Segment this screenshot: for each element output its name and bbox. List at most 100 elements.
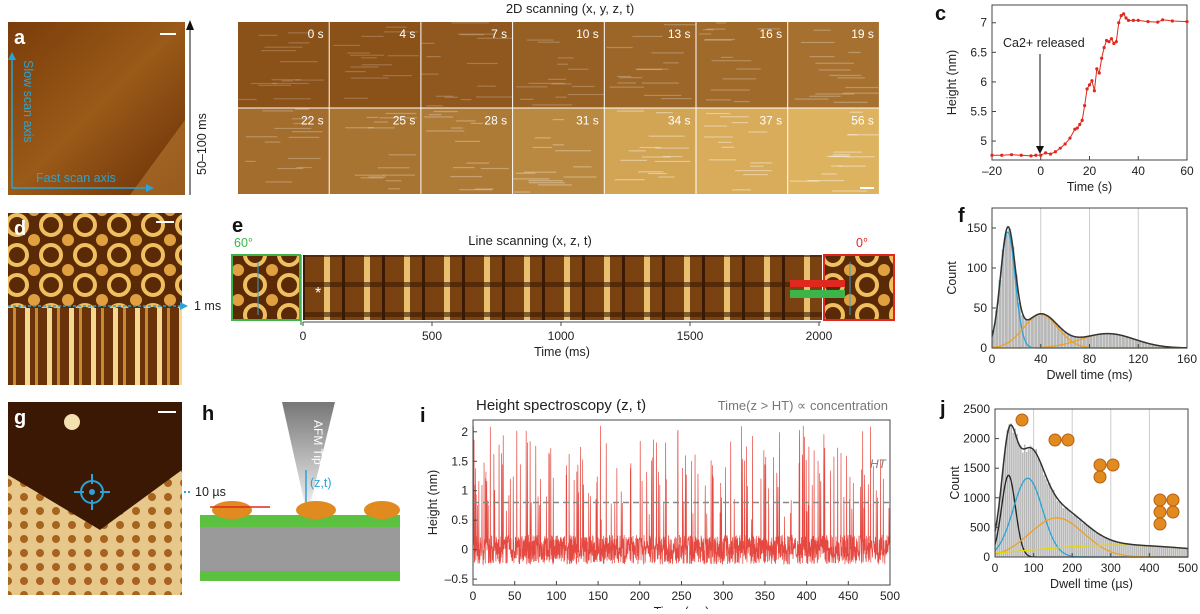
y-tick-label: 500 [970,520,990,534]
frame-time-arrowhead [186,20,194,30]
data-point [1090,79,1093,82]
data-point [1100,57,1103,60]
histogram-bar [1026,452,1028,557]
frame-streak [734,101,750,102]
complex-icon [1094,459,1106,471]
data-point [1156,21,1159,24]
frame-streak [524,172,557,173]
histogram-bar [1113,541,1115,557]
y-tick-label: 50 [974,301,988,315]
y-tick-label: 1.5 [451,454,468,468]
histogram-bar [1031,318,1034,348]
frame-streak [476,96,513,97]
frame-streak [451,127,463,128]
x-axis-label: Time (ms) [654,605,710,609]
point-time-label: 10 µs [195,485,226,499]
data-point [1103,46,1106,49]
frame-streak [388,188,400,189]
x-tick-label: 500 [880,589,900,603]
frame-streak [718,142,732,143]
frame-streak [658,176,674,177]
histogram-bar [1119,336,1122,348]
frame-streak [361,57,377,58]
histogram-bar [1171,548,1173,557]
frame-streak [736,68,760,69]
frame-streak [295,79,324,80]
histogram-bar [1099,334,1102,348]
y-tick-label: 0 [461,543,468,557]
data-point [1117,21,1120,24]
histogram-bar [1003,464,1005,557]
scan-line-arrowhead [180,302,188,310]
frame-streak [351,77,389,78]
frame-streak [846,156,875,157]
frame-streak [564,176,597,177]
data-point [1110,37,1113,40]
histogram-bar [1174,548,1176,557]
frame-streak [295,109,309,110]
histogram-bar [1022,453,1024,557]
frame-streak [721,147,734,148]
frame-streak [831,165,842,166]
histogram-bar [1169,547,1171,557]
histogram-bar [1066,507,1068,557]
ca-arrowhead [1036,146,1044,154]
frame-streak [568,69,589,70]
histogram-bar [1093,530,1095,557]
relation-label: Time(z > HT) ∝ concentration [718,398,888,413]
panel-label-h: h [202,403,214,425]
y-tick-label: 1 [461,484,468,498]
frame-streak [263,110,294,111]
frame-streak [280,61,318,62]
x-tick-label: 0 [1037,164,1044,178]
histogram-bar [1112,334,1115,348]
y-tick-label: 2500 [963,402,990,416]
histogram-bar [1134,545,1136,557]
frame-streak [838,77,865,78]
frame-streak [520,99,534,100]
frame-streak [361,177,384,178]
frame-streak [644,95,682,96]
frame-streak [723,78,756,79]
histogram-bar [1078,520,1080,557]
histogram-bar [1036,449,1038,557]
y-tick-label: 7 [980,16,987,30]
frame-streak [272,83,308,84]
frame-streak [453,167,475,168]
histogram-bar [1041,314,1044,348]
histogram-bar [1182,548,1184,557]
frame-streak [444,97,458,98]
frame-streak [238,99,257,100]
membrane-bottom [200,571,400,581]
x-tick-label: 160 [1177,352,1197,366]
data-point [1039,154,1042,157]
data-point [1093,89,1096,92]
frame-streak [467,63,498,64]
histogram-bar [1028,449,1030,557]
panel-label-a: a [14,27,26,49]
y-tick-label: 6.5 [970,45,987,59]
histogram-bar [1186,549,1188,557]
fast-axis-label: Fast scan axis [36,171,116,185]
histogram-bar [1053,490,1055,557]
frame-streak [833,154,850,155]
plot-frame [992,5,1187,160]
x-tick-label: 1000 [548,329,575,343]
frame-streak [289,137,319,138]
data-point [1161,18,1164,21]
frame-streak [548,79,566,80]
frame-streak [706,99,731,100]
frame-streak [461,99,472,100]
frame-streak [748,131,767,132]
frame-streak [619,77,642,78]
frame-streak [282,80,294,81]
frame-streak [516,173,536,174]
threshold-label: HT [870,457,888,471]
frame-time-label: 25 s [393,114,416,128]
histogram-bar [1155,546,1157,557]
histogram-bar [1072,515,1074,557]
complex-icon [1154,506,1166,518]
frame-streak [617,76,631,77]
